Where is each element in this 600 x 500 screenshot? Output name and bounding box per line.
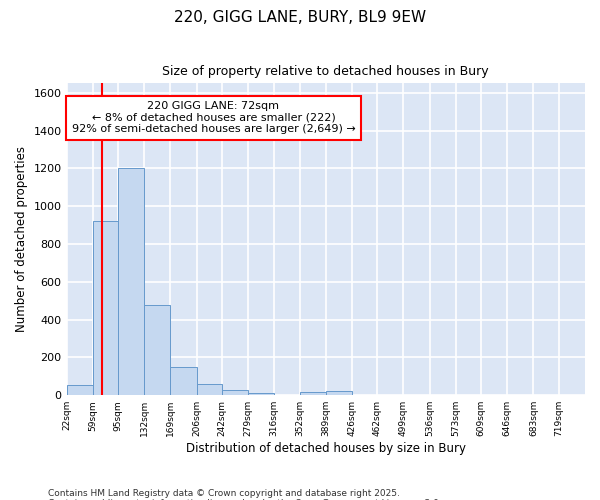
Bar [144, 306, 170, 395]
X-axis label: Distribution of detached houses by size in Bury: Distribution of detached houses by size … [186, 442, 466, 455]
Bar [118, 168, 144, 395]
Bar [67, 385, 92, 395]
Bar [197, 384, 222, 395]
Text: Contains HM Land Registry data © Crown copyright and database right 2025.: Contains HM Land Registry data © Crown c… [48, 488, 400, 498]
Bar [170, 367, 197, 395]
Bar [326, 392, 352, 395]
Title: Size of property relative to detached houses in Bury: Size of property relative to detached ho… [163, 65, 489, 78]
Text: Contains public sector information licensed under the Open Government Licence v3: Contains public sector information licen… [48, 498, 442, 500]
Y-axis label: Number of detached properties: Number of detached properties [15, 146, 28, 332]
Text: 220, GIGG LANE, BURY, BL9 9EW: 220, GIGG LANE, BURY, BL9 9EW [174, 10, 426, 25]
Bar [299, 392, 326, 395]
Bar [92, 222, 118, 395]
Bar [248, 394, 274, 395]
Text: 220 GIGG LANE: 72sqm
← 8% of detached houses are smaller (222)
92% of semi-detac: 220 GIGG LANE: 72sqm ← 8% of detached ho… [71, 102, 355, 134]
Bar [222, 390, 248, 395]
